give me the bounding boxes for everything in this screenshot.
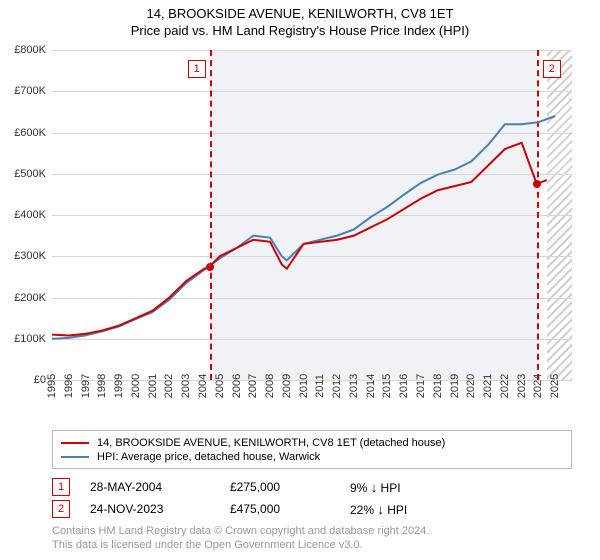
legend-swatch	[61, 456, 89, 458]
arrow-down-icon: ↓	[371, 480, 378, 495]
sale-row: 1 28-MAY-2004£275,0009% ↓ HPI	[52, 478, 572, 496]
legend-label: 14, BROOKSIDE AVENUE, KENILWORTH, CV8 1E…	[97, 437, 445, 449]
sales-table: 1 28-MAY-2004£275,0009% ↓ HPI 2 24-NOV-2023…	[52, 474, 572, 522]
footnote-line: Contains HM Land Registry data © Crown c…	[52, 524, 572, 538]
sale-price: £275,000	[230, 480, 350, 494]
series-line	[52, 143, 547, 336]
series-line	[52, 116, 555, 339]
legend-label: HPI: Average price, detached house, Warw…	[97, 451, 320, 463]
sale-date: 24-NOV-2023	[90, 502, 230, 516]
legend-row: HPI: Average price, detached house, Warw…	[61, 451, 563, 463]
y-tick-label: £300K	[14, 250, 46, 262]
arrow-down-icon: ↓	[377, 502, 384, 517]
footnote-line: This data is licensed under the Open Gov…	[52, 538, 572, 552]
y-tick-label: £100K	[14, 333, 46, 345]
sale-diff: 9% ↓ HPI	[350, 480, 470, 495]
sale-diff: 22% ↓ HPI	[350, 502, 470, 517]
y-tick-label: £800K	[14, 44, 46, 56]
legend-swatch	[61, 442, 89, 444]
y-tick-label: £0	[34, 374, 46, 386]
y-tick-label: £700K	[14, 85, 46, 97]
sale-row: 2 24-NOV-2023£475,00022% ↓ HPI	[52, 500, 572, 518]
y-tick-label: £200K	[14, 292, 46, 304]
page-subtitle: Price paid vs. HM Land Registry's House …	[0, 23, 600, 38]
price-chart: £0£100K£200K£300K£400K£500K£600K£700K£80…	[52, 50, 572, 380]
y-tick-label: £600K	[14, 127, 46, 139]
legend-row: 14, BROOKSIDE AVENUE, KENILWORTH, CV8 1E…	[61, 437, 563, 449]
sale-number-box: 1	[52, 478, 70, 496]
sale-date: 28-MAY-2004	[90, 480, 230, 494]
sale-price: £475,000	[230, 502, 350, 516]
legend: 14, BROOKSIDE AVENUE, KENILWORTH, CV8 1E…	[52, 430, 572, 469]
page-title: 14, BROOKSIDE AVENUE, KENILWORTH, CV8 1E…	[0, 6, 600, 21]
y-tick-label: £400K	[14, 209, 46, 221]
sale-number-box: 2	[52, 500, 70, 518]
y-tick-label: £500K	[14, 168, 46, 180]
footnote: Contains HM Land Registry data © Crown c…	[52, 524, 572, 553]
